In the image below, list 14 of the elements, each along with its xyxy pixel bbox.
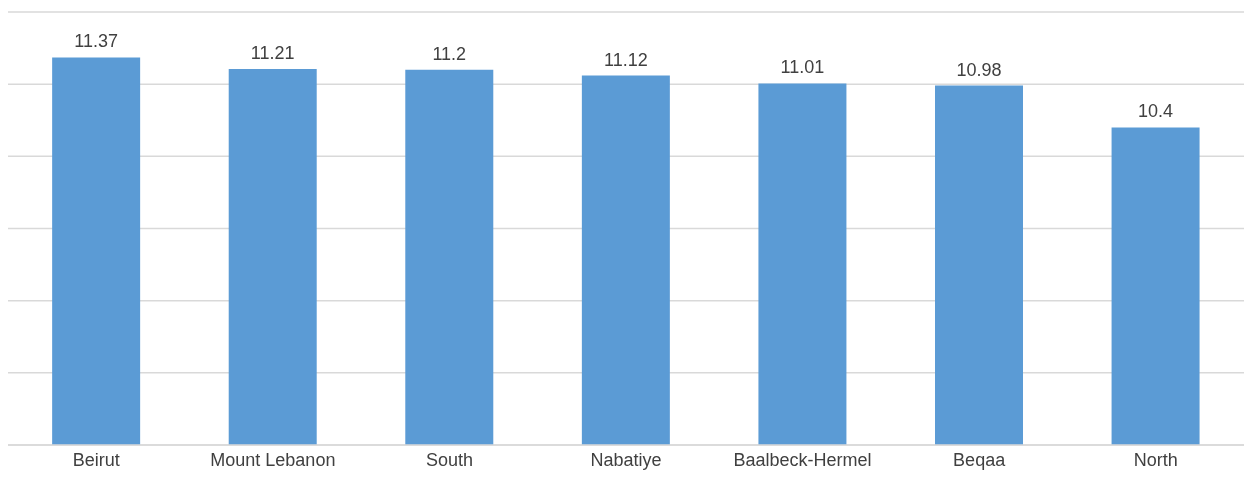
x-tick-label: South [425,449,473,470]
data-label: 11.01 [780,57,825,78]
data-label: 11.21 [250,43,295,64]
x-tick-label: Baalbeck-Hermel [733,449,872,470]
data-label: 11.2 [432,43,467,64]
x-tick-label: Nabatiye [590,449,662,470]
x-tick-label: Beirut [72,449,120,470]
x-tick-label: North [1133,449,1178,470]
data-label: 10.98 [956,59,1002,80]
x-tick-label: Mount Lebanon [210,449,336,470]
data-label: 11.12 [604,49,648,70]
data-label: 10.4 [1138,101,1174,122]
x-tick-label: Beqaa [953,449,1007,470]
data-label: 11.37 [74,31,118,52]
